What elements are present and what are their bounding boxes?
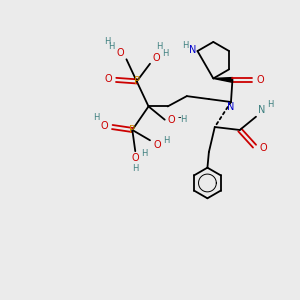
Text: H: H — [132, 164, 139, 173]
Text: H: H — [104, 37, 110, 46]
Text: O: O — [131, 153, 139, 163]
Text: N: N — [227, 102, 235, 112]
Text: H: H — [163, 136, 169, 145]
Text: H: H — [268, 100, 274, 109]
Text: O: O — [152, 53, 160, 63]
Text: O: O — [167, 115, 175, 125]
Text: H: H — [182, 41, 188, 50]
Text: P: P — [134, 76, 140, 86]
Text: O: O — [100, 122, 108, 131]
Text: O: O — [154, 140, 161, 150]
Text: H: H — [109, 42, 115, 51]
Text: O: O — [260, 142, 267, 153]
Text: -: - — [178, 112, 181, 122]
Text: P: P — [129, 125, 135, 135]
Text: N: N — [188, 46, 196, 56]
Text: O: O — [117, 48, 124, 59]
Text: O: O — [104, 74, 112, 84]
Text: H: H — [93, 113, 99, 122]
Text: H: H — [180, 115, 186, 124]
Text: N: N — [258, 105, 265, 115]
Text: H: H — [141, 149, 147, 158]
Text: H: H — [156, 42, 163, 51]
Text: O: O — [256, 75, 264, 85]
Text: H: H — [162, 49, 169, 58]
Polygon shape — [213, 78, 232, 82]
